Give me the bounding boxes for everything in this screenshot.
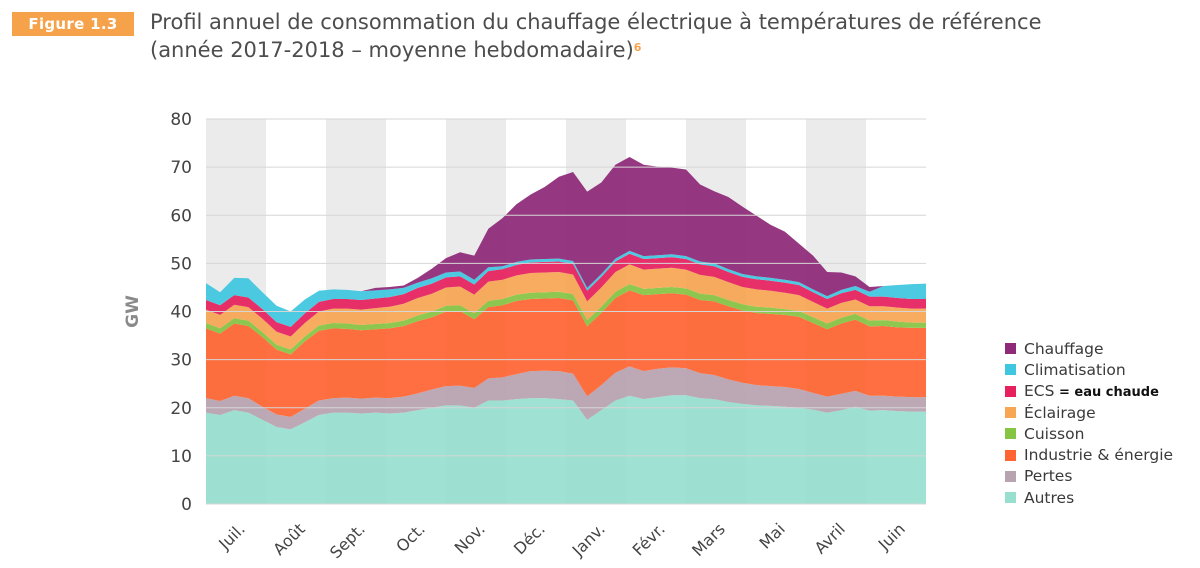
area-cuisson bbox=[206, 284, 926, 355]
y-tick-label: 40 bbox=[170, 303, 192, 323]
legend-label-note: = eau chaude bbox=[1054, 385, 1159, 401]
legend-item-chauffage: Chauffage bbox=[1005, 338, 1173, 359]
figure-badge: Figure 1.3 bbox=[12, 12, 134, 36]
x-tick-label: Juil. bbox=[214, 519, 249, 554]
legend-item-eclairage: Éclairage bbox=[1005, 402, 1173, 423]
x-tick-label: Nov. bbox=[451, 519, 489, 557]
x-tick-label: Juin bbox=[874, 519, 909, 554]
y-tick-label: 50 bbox=[170, 254, 192, 274]
x-tick-label: Févr. bbox=[629, 519, 669, 559]
y-tick-label: 20 bbox=[170, 399, 192, 419]
area-series-group bbox=[206, 157, 926, 504]
legend-item-pertes: Pertes bbox=[1005, 466, 1173, 487]
y-tick-label: 70 bbox=[170, 158, 192, 178]
area-chauffage bbox=[206, 157, 926, 312]
legend-item-climatisation: Climatisation bbox=[1005, 359, 1173, 380]
area-pertes bbox=[206, 366, 926, 430]
y-tick-label: 0 bbox=[181, 495, 192, 515]
legend-swatch bbox=[1005, 492, 1016, 504]
legend-item-cuisson: Cuisson bbox=[1005, 423, 1173, 444]
x-tick-label: Oct. bbox=[392, 519, 429, 556]
legend-label: Éclairage bbox=[1024, 403, 1096, 422]
footnote-marker: 6 bbox=[633, 41, 642, 54]
area-autres bbox=[206, 395, 926, 504]
legend-swatch bbox=[1005, 449, 1016, 461]
x-axis: Juil. Août Sept. Oct. Nov. Déc. Janv. Févr. Mars… bbox=[214, 519, 909, 562]
area-eclairage bbox=[206, 264, 926, 350]
title-line-1: Profil annuel de consommation du chauffa… bbox=[150, 10, 1042, 34]
legend-swatch bbox=[1005, 470, 1016, 482]
legend-swatch bbox=[1005, 343, 1016, 355]
legend-swatch bbox=[1005, 407, 1016, 419]
x-tick-label: Sept. bbox=[326, 519, 369, 562]
y-tick-label: 60 bbox=[170, 206, 192, 226]
y-axis: 0 10 20 30 40 50 60 70 80 GW bbox=[123, 110, 926, 515]
y-tick-label: 80 bbox=[170, 110, 192, 130]
y-tick-label: 30 bbox=[170, 351, 192, 371]
title-line-2: (année 2017-2018 – moyenne hebdomadaire)… bbox=[150, 36, 1042, 64]
legend-label: Industrie & énergie bbox=[1024, 446, 1174, 465]
legend-label: Chauffage bbox=[1024, 339, 1104, 358]
legend-item-autres: Autres bbox=[1005, 487, 1173, 508]
legend-item-ecs: ECS = eau chaude bbox=[1005, 381, 1173, 402]
x-tick-label: Déc. bbox=[510, 519, 549, 558]
legend-label: Pertes bbox=[1024, 467, 1073, 486]
x-tick-label: Mars bbox=[688, 519, 729, 560]
y-axis-label: GW bbox=[123, 295, 143, 328]
title-line-2-text: (année 2017-2018 – moyenne hebdomadaire) bbox=[150, 38, 634, 62]
legend-label: Cuisson bbox=[1024, 424, 1085, 443]
x-tick-label: Août bbox=[269, 519, 309, 559]
legend-label: ECS = eau chaude bbox=[1024, 382, 1159, 401]
legend-swatch bbox=[1005, 385, 1016, 397]
x-tick-label: Avril bbox=[811, 519, 849, 557]
legend-swatch bbox=[1005, 428, 1016, 440]
area-ecs bbox=[206, 253, 926, 337]
legend-item-industrie-energie: Industrie & énergie bbox=[1005, 444, 1173, 465]
area-industrie-energie bbox=[206, 290, 926, 417]
chart-legend: Chauffage Climatisation ECS = eau chaude Éc… bbox=[1005, 338, 1173, 508]
x-tick-label: Mai bbox=[756, 519, 789, 552]
area-climatisation bbox=[206, 250, 926, 327]
legend-label: Climatisation bbox=[1024, 360, 1126, 379]
legend-label: Autres bbox=[1024, 488, 1075, 507]
y-tick-label: 10 bbox=[170, 447, 192, 467]
x-tick-label: Janv. bbox=[568, 519, 609, 560]
chart-title: Profil annuel de consommation du chauffa… bbox=[150, 8, 1042, 64]
legend-swatch bbox=[1005, 364, 1016, 376]
